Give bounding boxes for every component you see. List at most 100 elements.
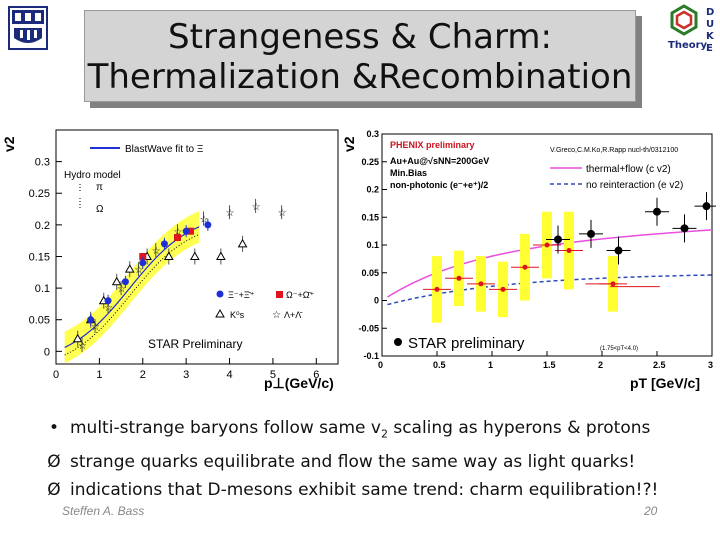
left-x-axis-label: p⊥(GeV/c) [264, 375, 334, 391]
xi-point [160, 240, 168, 248]
xi-point [87, 316, 95, 324]
phenix-point [478, 281, 484, 287]
star-point [554, 235, 562, 244]
university-logo [8, 6, 48, 50]
bullet-1-text: multi-strange baryons follow same v [70, 418, 381, 438]
bullet-1-post: scaling as hyperons & protons [387, 418, 651, 438]
duke-theory-logo: Theory D U K E [668, 4, 715, 54]
footer-author: Steffen A. Bass [62, 504, 145, 518]
legend-lambda-marker: ☆ [272, 310, 281, 321]
legend-hydro-omega: Ω [96, 204, 104, 215]
right-x-tick-label: 1 [488, 360, 493, 370]
lambda-point: ☆ [278, 208, 287, 219]
lambda-point: ☆ [200, 215, 209, 226]
logo-letter-u: U [706, 19, 714, 30]
k0s-point [215, 251, 226, 260]
lambda-point: ☆ [117, 284, 126, 295]
bullet-list: • multi-strange baryons follow same v2 sc… [44, 414, 714, 504]
left-x-tick-label: 2 [140, 369, 146, 381]
right-y-tick-label: 0.15 [361, 212, 379, 222]
left-y-axis-label: v2 [1, 136, 17, 152]
phenix-point [544, 242, 550, 248]
no-reinteraction-curve [387, 274, 713, 306]
left-x-tick-label: 1 [96, 369, 102, 381]
lambda-point: ☆ [104, 303, 113, 314]
bullet-3-text: indications that D-mesons exhibit same t… [70, 480, 659, 501]
legend-star-marker [394, 338, 402, 346]
hydro-line [64, 233, 200, 356]
right-y-tick-label: 0.1 [366, 240, 379, 250]
phenix-point [434, 286, 440, 292]
title-line-2: Thermalization &Recombination [87, 57, 633, 97]
omega-point [139, 252, 147, 260]
xi-point [104, 297, 112, 305]
lambda-point: ☆ [173, 227, 182, 238]
legend-phenix: PHENIX preliminary [390, 140, 475, 150]
logo-letter-e: E [706, 43, 713, 54]
legend-thermal: thermal+flow (c v2) [586, 164, 671, 175]
left-x-tick-label: 4 [227, 369, 233, 381]
xi-point [139, 259, 147, 267]
right-y-tick-label: 0 [374, 296, 379, 306]
phenix-point [456, 275, 462, 281]
logo-letter-d: D [706, 7, 714, 18]
bullet-1-sub: 2 [380, 427, 388, 441]
k0s-point [72, 333, 83, 343]
xi-point [204, 221, 212, 229]
logo-letter-k: K [706, 31, 715, 42]
xi-point [121, 278, 129, 286]
bullet-2-mark: Ø [47, 452, 61, 473]
right-y-tick-label: 0.05 [361, 268, 379, 278]
k0s-point [237, 238, 248, 248]
left-x-tick-label: 5 [270, 369, 276, 381]
lambda-point: ☆ [152, 246, 161, 257]
k0s-point [111, 276, 122, 286]
right-x-tick-label: 0.5 [433, 360, 446, 370]
left-x-tick-label: 3 [183, 369, 189, 381]
bullet-1-mark: • [48, 418, 60, 438]
omega-point [186, 227, 194, 235]
lambda-point: ☆ [78, 341, 87, 352]
right-x-tick-label: 1.5 [543, 360, 556, 370]
legend-minbias: Min.Bias [390, 168, 427, 178]
left-chart-v2-strange: 0 1 2 3 4 5 6 0 0.05 0.1 0.15 0.2 0.25 0.3 ☆ ☆ ☆ ☆ ☆ ☆ ☆ ☆ ☆ ☆… [1, 129, 339, 391]
left-y-tick-label: 0.3 [35, 157, 50, 169]
right-x-tick-label: 2 [598, 360, 603, 370]
legend-xi-marker [216, 290, 224, 298]
legend-xi: Ξ⁻+Ξ̄⁺ [228, 290, 255, 300]
k0s-point [189, 251, 200, 260]
left-y-tick-label: 0.25 [29, 188, 50, 200]
omega-point [173, 234, 181, 242]
lambda-point: ☆ [91, 322, 100, 333]
left-y-tick-label: 0 [44, 346, 50, 358]
legend-k0s: K⁰s [230, 310, 245, 320]
phenix-point [522, 264, 528, 270]
right-x-tick-label: 3 [708, 360, 713, 370]
right-y-tick-label: 0.2 [366, 185, 379, 195]
lambda-point: ☆ [134, 265, 143, 276]
legend-noreint: no reinteraction (e v2) [586, 180, 683, 191]
k0s-point [124, 264, 135, 273]
bullet-2-text: strange quarks equilibrate and flow the … [70, 452, 636, 473]
left-y-tick-label: 0.2 [35, 220, 50, 232]
legend-k0s-marker [215, 308, 225, 318]
slide-title: Strangeness & Charm: Thermalization &Rec… [84, 10, 636, 102]
bullet-1: • multi-strange baryons follow same v2 sc… [44, 414, 714, 448]
right-x-tick-label: 2.5 [653, 360, 666, 370]
legend-star: STAR preliminary [408, 335, 525, 352]
legend-hydro-title: Hydro model [64, 170, 121, 181]
right-y-tick-label: -0.05 [358, 323, 379, 333]
lambda-point: ☆ [226, 208, 235, 219]
right-y-axis-label: v2 [342, 136, 357, 152]
right-y-tick-label: 0.25 [361, 157, 379, 167]
right-x-tick-label: 0 [378, 360, 383, 370]
legend-omega-marker [276, 291, 283, 298]
logo-text: Theory [668, 40, 708, 51]
legend-blastwave: BlastWave fit to Ξ [125, 144, 204, 155]
left-x-tick-label: 6 [313, 369, 319, 381]
star-point [614, 246, 623, 255]
right-chart-v2-charm: 0 0.5 1 1.5 2 2.5 3 -0.1 -0.05 0 0.05 0.1 0.15 0.2 0.2… [342, 129, 716, 391]
legend-hydro-pi: π [96, 182, 103, 193]
